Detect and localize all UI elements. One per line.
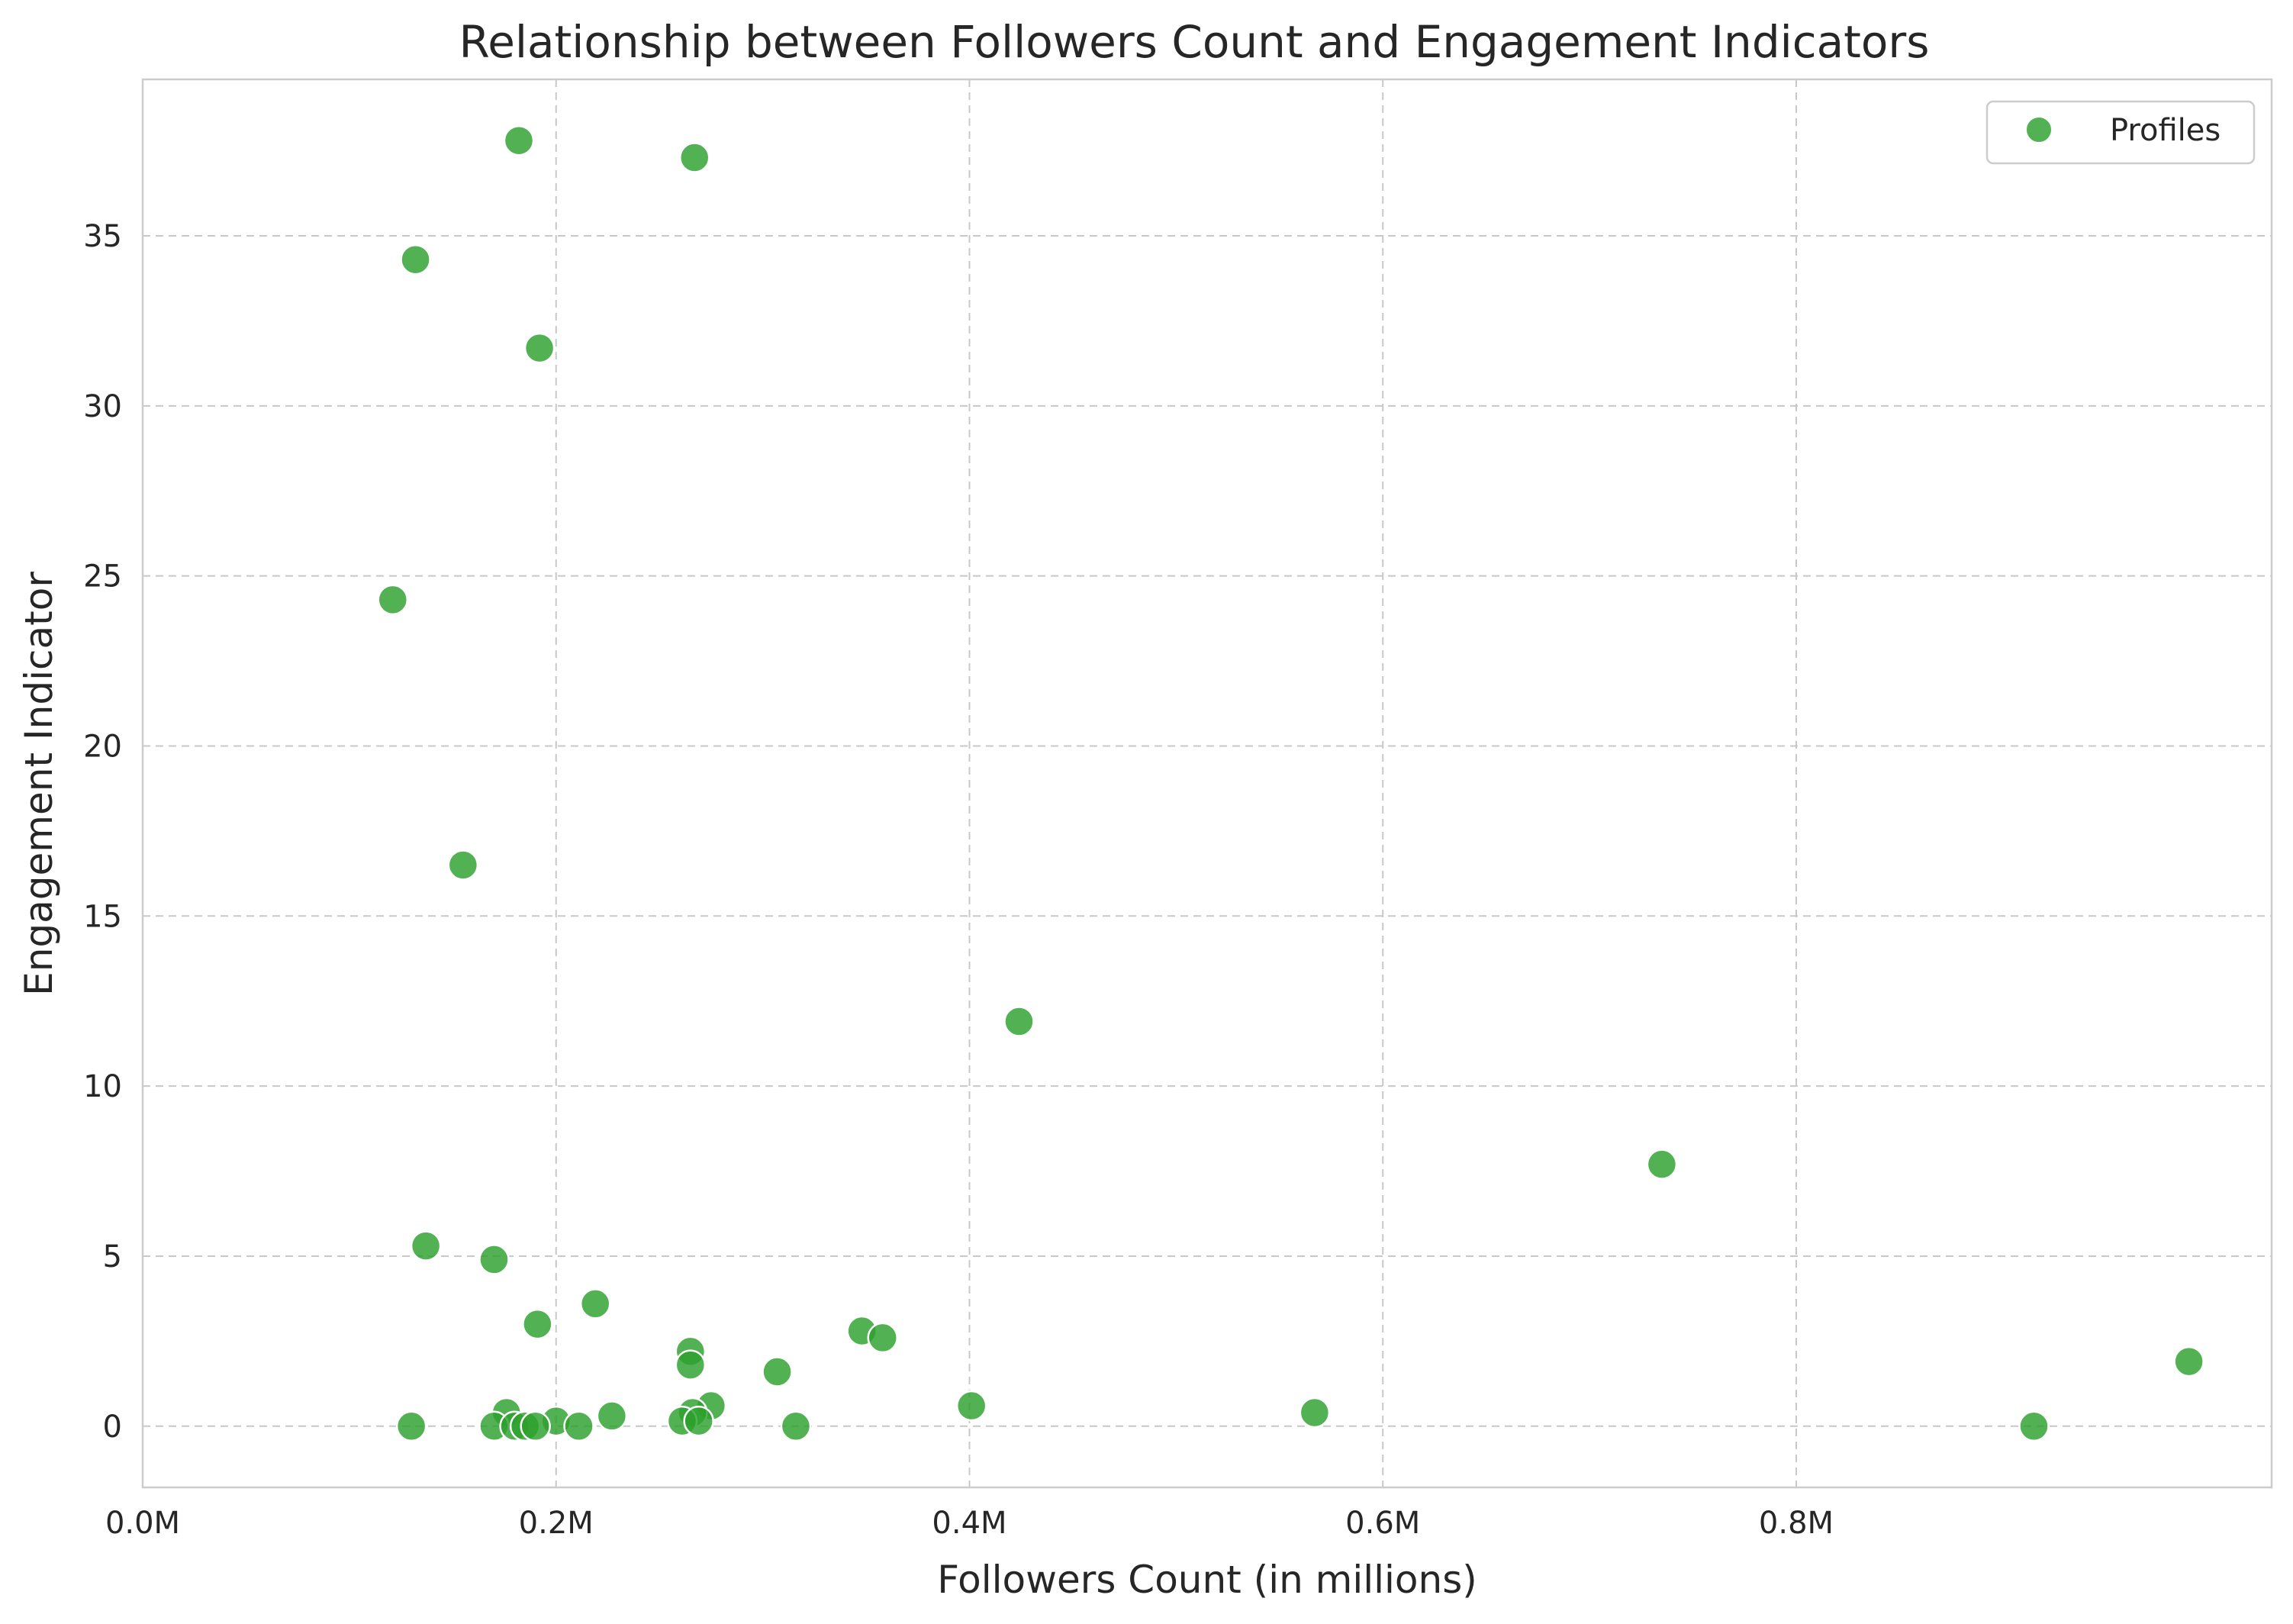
x-tick-label: 0.4M: [932, 1506, 1006, 1541]
data-point: [1646, 1149, 1678, 1180]
x-tick-labels: 0.0M 0.2M 0.4M 0.6M 0.8M: [105, 1506, 1834, 1541]
y-tick-label: 20: [83, 729, 122, 764]
x-tick-label: 0.0M: [105, 1506, 180, 1541]
data-point: [1299, 1397, 1331, 1429]
data-point: [2173, 1345, 2204, 1378]
data-point: [478, 1244, 510, 1275]
data-point: [377, 584, 409, 616]
plot-frame: [141, 78, 2273, 1489]
x-tick-label: 0.8M: [1759, 1506, 1834, 1541]
legend-box: [1985, 100, 2256, 165]
data-point: [678, 142, 710, 173]
y-tick-label: 10: [83, 1069, 122, 1104]
y-axis-label: Engagement Indicator: [17, 572, 61, 996]
data-point: [503, 124, 535, 156]
data-point: [400, 243, 431, 276]
data-point: [520, 1410, 551, 1442]
data-point: [683, 1405, 714, 1437]
data-point: [447, 849, 479, 881]
data-point: [867, 1322, 898, 1354]
data-point: [2018, 1410, 2050, 1442]
legend-label-profiles: Profiles: [2110, 113, 2221, 148]
data-point: [955, 1390, 987, 1422]
y-tick-label: 0: [103, 1410, 122, 1445]
chart-title: Relationship between Followers Count and…: [459, 16, 1930, 68]
data-point: [522, 1308, 553, 1340]
data-point: [1003, 1006, 1035, 1037]
y-tick-label: 5: [103, 1239, 122, 1274]
y-tick-label: 30: [83, 389, 122, 424]
y-tick-label: 35: [83, 219, 122, 254]
legend-marker: [2025, 116, 2053, 143]
data-point: [762, 1356, 793, 1387]
x-tick-label: 0.2M: [519, 1506, 594, 1541]
x-tick-label: 0.6M: [1345, 1506, 1420, 1541]
data-point: [596, 1400, 628, 1432]
data-point: [523, 332, 556, 364]
y-tick-label: 15: [83, 899, 122, 934]
data-point: [410, 1230, 442, 1262]
data-point: [563, 1410, 594, 1442]
legend: Profiles: [1985, 100, 2256, 165]
data-point: [579, 1288, 611, 1320]
data-point: [675, 1349, 707, 1381]
data-point: [395, 1410, 427, 1442]
x-axis-label: Followers Count (in millions): [937, 1558, 1477, 1602]
y-tick-label: 25: [83, 559, 122, 594]
data-point: [780, 1410, 812, 1442]
data-points: [377, 124, 2204, 1442]
y-tick-labels: 0 5 10 15 20 25 30 35: [83, 219, 122, 1445]
